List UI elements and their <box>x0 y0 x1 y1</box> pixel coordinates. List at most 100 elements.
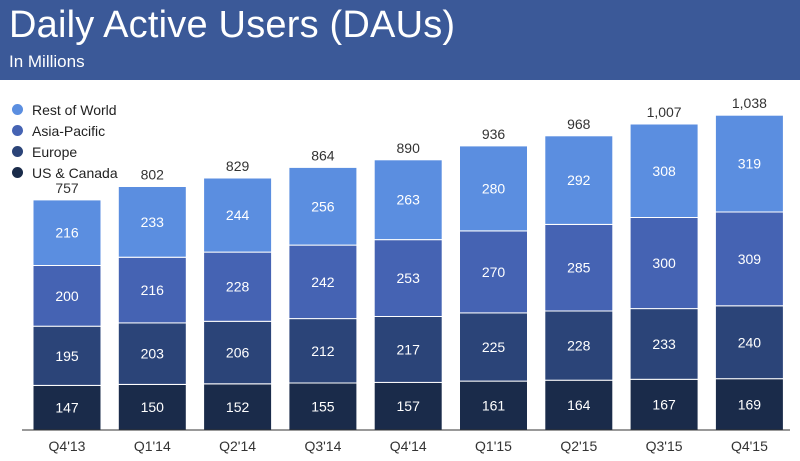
x-tick-label: Q2'15 <box>560 438 597 454</box>
legend-item-rest-of-world: Rest of World <box>12 99 118 120</box>
bar-segment-us-canada <box>544 379 614 431</box>
bar-segment-rest-of-world <box>373 159 443 241</box>
bar-segment-europe <box>288 318 358 384</box>
bar-value-label: 240 <box>738 334 762 350</box>
bar-segment-rest-of-world <box>117 186 187 258</box>
bar-value-label: 256 <box>311 198 335 214</box>
bar-segment-us-canada <box>714 378 784 431</box>
bar-value-label: 280 <box>482 180 506 196</box>
bar-segment-asia-pacific <box>117 256 187 324</box>
bar-value-label: 150 <box>141 399 165 415</box>
bar-total-label: 890 <box>397 140 421 156</box>
bar-segment-rest-of-world <box>32 199 102 266</box>
bar-total-label: 757 <box>55 180 79 196</box>
bar-segment-asia-pacific <box>203 251 273 322</box>
bar-value-label: 206 <box>226 345 250 361</box>
legend-swatch-rest-of-world <box>12 104 23 115</box>
bar-total-label: 829 <box>226 158 250 174</box>
legend-label-us-canada: US & Canada <box>32 164 118 181</box>
bar-segment-rest-of-world <box>288 166 358 246</box>
header-banner: Daily Active Users (DAUs) In Millions <box>0 0 800 80</box>
legend-label-europe: Europe <box>32 143 78 160</box>
bar-segment-us-canada <box>203 383 273 431</box>
bar-value-label: 300 <box>652 255 676 271</box>
bar-segment-rest-of-world <box>714 114 784 213</box>
bar-value-label: 216 <box>55 225 79 241</box>
bar-segment-us-canada <box>459 380 528 431</box>
bar-segment-asia-pacific <box>714 211 784 307</box>
bar-total-label: 802 <box>141 167 165 183</box>
page-title: Daily Active Users (DAUs) <box>9 4 456 46</box>
bar-value-label: 155 <box>311 399 335 415</box>
x-tick-label: Q3'15 <box>646 438 683 454</box>
bar-value-label: 309 <box>738 251 762 267</box>
legend-item-asia-pacific: Asia-Pacific <box>12 120 118 141</box>
legend-swatch-europe <box>12 146 23 157</box>
bar-value-label: 292 <box>567 172 591 188</box>
bar-value-label: 253 <box>397 270 421 286</box>
bar-value-label: 270 <box>482 264 506 280</box>
legend-item-us-canada: US & Canada <box>12 162 118 183</box>
bar-value-label: 147 <box>55 400 79 416</box>
bar-value-label: 228 <box>567 338 591 354</box>
bar-segment-rest-of-world <box>544 135 614 225</box>
bar-value-label: 242 <box>311 274 335 290</box>
bar-total-label: 936 <box>482 126 506 142</box>
legend-label-rest-of-world: Rest of World <box>32 101 117 118</box>
bar-segment-asia-pacific <box>459 230 528 314</box>
bar-segment-europe <box>629 308 699 380</box>
bar-segment-europe <box>459 312 528 382</box>
bar-value-label: 228 <box>226 279 250 295</box>
bar-segment-europe <box>714 305 784 380</box>
legend-label-asia-pacific: Asia-Pacific <box>32 122 106 139</box>
bar-total-label: 864 <box>311 147 335 163</box>
bar-segment-rest-of-world <box>459 145 528 232</box>
bar-value-label: 195 <box>55 348 79 364</box>
x-tick-label: Q4'13 <box>49 438 86 454</box>
bar-value-label: 308 <box>652 163 676 179</box>
bar-value-label: 203 <box>141 346 165 362</box>
bar-value-label: 167 <box>652 397 676 413</box>
bar-segment-europe <box>32 325 102 386</box>
bar-value-label: 285 <box>567 260 591 276</box>
bar-segment-europe <box>117 322 187 385</box>
bar-segment-rest-of-world <box>629 123 699 218</box>
bar-segment-us-canada <box>629 378 699 431</box>
bar-total-label: 1,038 <box>732 95 767 111</box>
bar-segment-europe <box>203 320 273 385</box>
chart-legend: Rest of World Asia-Pacific Europe US & C… <box>12 99 118 183</box>
bar-value-label: 216 <box>141 282 165 298</box>
bar-value-label: 263 <box>397 192 421 208</box>
x-tick-label: Q4'14 <box>390 438 427 454</box>
bar-value-label: 157 <box>397 398 421 414</box>
bar-segment-asia-pacific <box>544 224 614 312</box>
bar-segment-rest-of-world <box>203 177 273 253</box>
bar-value-label: 233 <box>652 336 676 352</box>
bar-value-label: 244 <box>226 207 250 223</box>
legend-item-europe: Europe <box>12 141 118 162</box>
bar-segment-asia-pacific <box>629 217 699 310</box>
bar-segment-us-canada <box>32 384 102 431</box>
legend-swatch-asia-pacific <box>12 125 23 136</box>
bar-value-label: 200 <box>55 288 79 304</box>
bar-segment-asia-pacific <box>288 244 358 320</box>
x-tick-label: Q4'15 <box>731 438 768 454</box>
bar-value-label: 319 <box>738 156 762 172</box>
x-tick-label: Q1'14 <box>134 438 171 454</box>
bar-value-label: 233 <box>141 214 165 230</box>
bar-segment-europe <box>544 310 614 381</box>
x-tick-label: Q3'14 <box>304 438 341 454</box>
bar-value-label: 161 <box>482 398 506 414</box>
bar-value-label: 217 <box>397 341 421 357</box>
bar-segment-us-canada <box>373 381 443 431</box>
bar-value-label: 169 <box>738 396 762 412</box>
bar-total-label: 968 <box>567 116 591 132</box>
bar-segment-asia-pacific <box>373 239 443 317</box>
bar-value-label: 212 <box>311 343 335 359</box>
bar-segment-europe <box>373 316 443 383</box>
bar-total-label: 1,007 <box>647 104 682 120</box>
bar-value-label: 225 <box>482 339 506 355</box>
legend-swatch-us-canada <box>12 167 23 178</box>
bar-value-label: 164 <box>567 397 591 413</box>
